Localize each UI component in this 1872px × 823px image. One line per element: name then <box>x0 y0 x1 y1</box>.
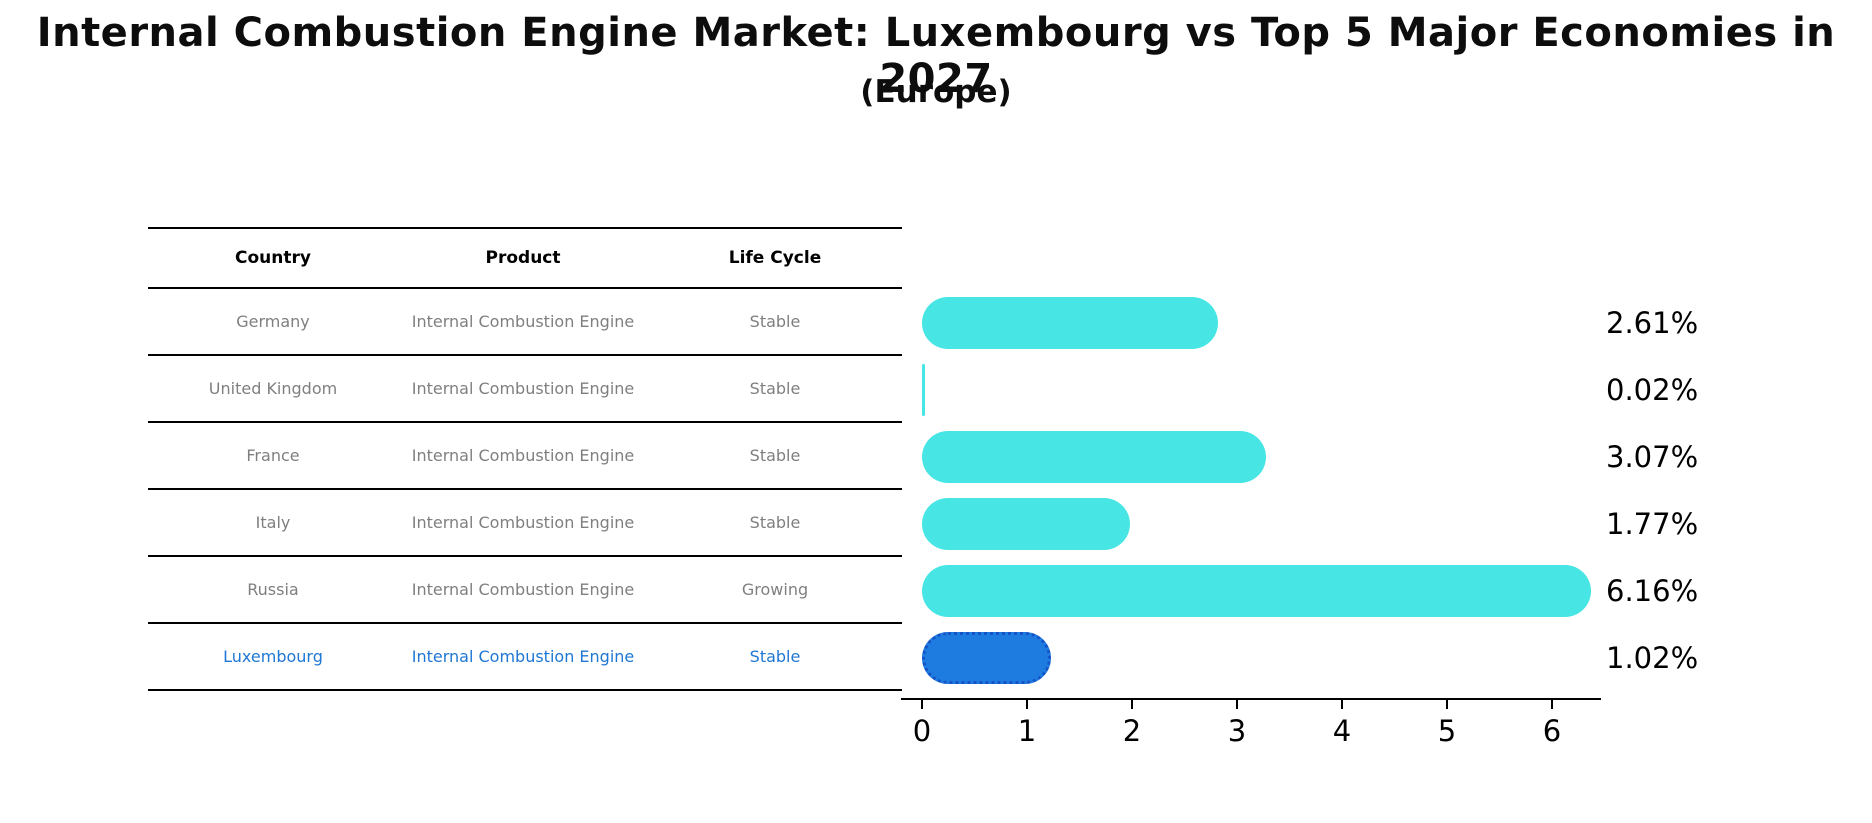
cell-country: Germany <box>236 312 310 331</box>
cell-product: Internal Combustion Engine <box>411 647 635 666</box>
col-header-life-cycle: Life Cycle <box>728 248 822 268</box>
x-tick-3 <box>1236 700 1238 709</box>
table-body: Germany Internal Combustion Engine Stable U… <box>148 289 902 691</box>
chart-title: Internal Combustion Engine Market: Luxem… <box>36 10 1836 102</box>
cell-product: Internal Combustion Engine <box>411 513 635 532</box>
table-header-row: Country Product Life Cycle <box>148 227 902 289</box>
table-row-russia: Russia Internal Combustion Engine Growing <box>148 557 902 624</box>
x-tick-label-0: 0 <box>912 714 932 748</box>
value-labels: 2.61% 0.02% 3.07% 1.77% 6.16% 1.02% <box>1606 289 1698 691</box>
cell-life-cycle: Stable <box>749 647 801 666</box>
cell-country: France <box>246 446 300 465</box>
x-tick-label-3: 3 <box>1227 714 1247 748</box>
x-tick-5 <box>1446 700 1448 709</box>
bar-plot-area <box>922 289 1591 691</box>
bar-italy <box>922 497 1130 550</box>
x-tick-6 <box>1551 700 1553 709</box>
bar-row-italy <box>922 490 1591 557</box>
table-row-france: France Internal Combustion Engine Stable <box>148 423 902 490</box>
cell-life-cycle: Stable <box>749 513 801 532</box>
bar-row-russia <box>922 557 1591 624</box>
x-tick-2 <box>1131 700 1133 709</box>
bar-row-united-kingdom <box>922 356 1591 423</box>
table-row-luxembourg: Luxembourg Internal Combustion Engine Stab… <box>148 624 902 691</box>
value-label-russia: 6.16% <box>1606 573 1699 608</box>
chart-subtitle: (Europe) <box>860 74 1012 110</box>
cell-life-cycle: Growing <box>741 580 809 599</box>
cell-country: Luxembourg <box>223 647 323 666</box>
bar-france <box>922 430 1267 483</box>
cell-product: Internal Combustion Engine <box>411 312 635 331</box>
bar-united-kingdom <box>922 363 925 416</box>
x-tick-label-1: 1 <box>1017 714 1037 748</box>
x-tick-label-2: 2 <box>1122 714 1142 748</box>
x-tick-1 <box>1026 700 1028 709</box>
cell-life-cycle: Stable <box>749 446 801 465</box>
cell-product: Internal Combustion Engine <box>411 446 635 465</box>
bar-row-germany <box>922 289 1591 356</box>
value-label-germany: 2.61% <box>1606 305 1699 340</box>
table-row-germany: Germany Internal Combustion Engine Stable <box>148 289 902 356</box>
col-header-product: Product <box>485 248 561 268</box>
table-row-united-kingdom: United Kingdom Internal Combustion Engine… <box>148 356 902 423</box>
x-tick-label-4: 4 <box>1332 714 1352 748</box>
cell-product: Internal Combustion Engine <box>411 580 635 599</box>
value-label-united-kingdom: 0.02% <box>1606 372 1699 407</box>
cell-life-cycle: Stable <box>749 379 801 398</box>
bar-russia <box>922 564 1591 617</box>
country-table: Country Product Life Cycle Germany Intern… <box>148 227 902 691</box>
value-label-luxembourg: 1.02% <box>1606 640 1699 675</box>
cell-product: Internal Combustion Engine <box>411 379 635 398</box>
value-label-italy: 1.77% <box>1606 506 1699 541</box>
bar-row-luxembourg <box>922 624 1591 691</box>
cell-life-cycle: Stable <box>749 312 801 331</box>
cell-country: United Kingdom <box>208 379 338 398</box>
value-label-france: 3.07% <box>1606 439 1699 474</box>
bar-row-france <box>922 423 1591 490</box>
cell-country: Italy <box>255 513 291 532</box>
table-row-italy: Italy Internal Combustion Engine Stable <box>148 490 902 557</box>
bar-luxembourg <box>922 631 1052 684</box>
x-axis-line <box>901 698 1601 700</box>
bar-germany <box>922 296 1219 349</box>
col-header-country: Country <box>235 248 311 268</box>
x-tick-label-5: 5 <box>1437 714 1457 748</box>
x-tick-4 <box>1341 700 1343 709</box>
x-tick-label-6: 6 <box>1542 714 1562 748</box>
x-tick-0 <box>921 700 923 709</box>
cell-country: Russia <box>247 580 299 599</box>
